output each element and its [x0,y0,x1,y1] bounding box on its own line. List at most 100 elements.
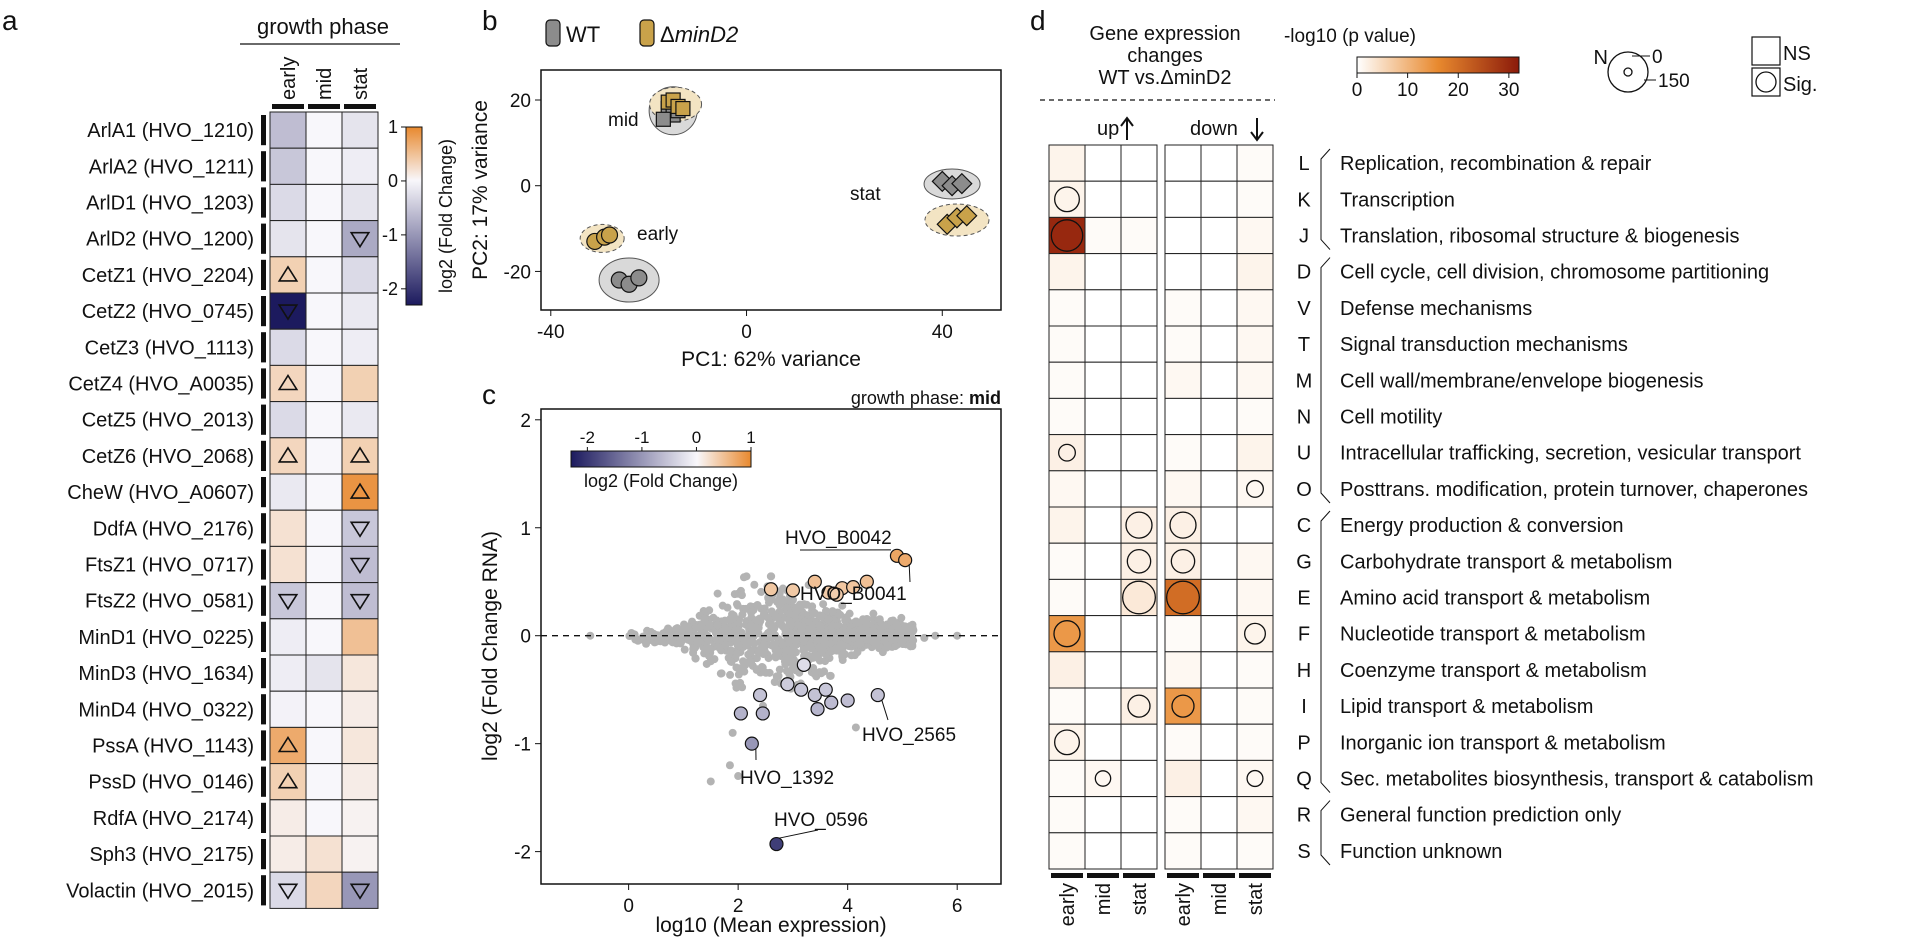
labeled-point [769,836,784,852]
down-triangle-icon [277,593,299,611]
significant-point [810,702,825,717]
pvalue-cell [1200,832,1238,870]
heatmap-cell [305,256,343,294]
x-tick-label: 40 [932,322,953,343]
pvalue-cell [1200,144,1238,182]
arrow-up-icon [1120,116,1134,140]
heatmap-cell [341,220,379,258]
background-point [887,616,896,625]
category-name: Replication, recombination & repair [1340,153,1652,175]
pvalue-cell [1120,651,1158,689]
gene-label: Volactin (HVO_2015) [66,880,254,902]
heatmap-cell [269,763,307,801]
background-point [684,625,693,634]
background-point [765,668,774,677]
background-point [760,640,769,649]
category-name: Inorganic ion transport & metabolism [1340,732,1666,754]
pvalue-cell [1120,687,1158,725]
colorbar-a [405,126,423,306]
legend-wt-swatch [545,19,561,47]
background-point [800,651,809,660]
annotation-leader [908,564,911,583]
background-point [757,587,766,596]
gene-bar [261,223,266,254]
pvalue-cell [1200,397,1238,436]
heatmap-cell [341,835,379,873]
pvalue-cell [1084,578,1122,617]
heatmap-cell [341,509,379,547]
pvalue-cell [1084,832,1122,870]
legend-mutant-label: ΔminD2 [660,22,738,47]
background-point [856,625,865,634]
background-point [836,610,845,619]
background-point [759,648,768,657]
phase-bar-stat [1239,873,1271,878]
pvalue-cell [1164,832,1202,870]
gene-bar [261,115,266,146]
heatmap-cell [341,799,379,837]
background-point [735,641,744,650]
down-triangle-icon [349,231,371,249]
pvalue-cell [1120,578,1158,617]
phase-label-stat: stat [1129,883,1151,916]
background-point [700,614,709,623]
significance-circle [1125,511,1153,539]
up-triangle-icon [349,482,371,499]
background-point [726,657,735,666]
background-point [791,666,800,675]
annotation-leader [881,699,889,721]
background-point [838,601,847,610]
significant-point [818,682,833,697]
annotation-leader [779,829,819,839]
pvalue-cell [1120,506,1158,544]
category-name: General function prediction only [1340,805,1621,827]
background-point [909,636,918,645]
background-point [891,642,900,651]
pvalue-cell [1200,759,1238,798]
background-point [878,648,887,657]
phase-label-early: early [278,57,300,100]
background-point [672,624,681,633]
heatmap-cell [341,654,379,692]
phase-label-mid: mid [314,68,336,100]
background-point [731,635,740,644]
significant-point [846,580,861,595]
sig-legend-box [1751,67,1781,97]
gene-label: FtsZ2 (HVO_0581) [85,591,254,613]
pvalue-cell [1120,723,1158,761]
category-name: Nucleotide transport & metabolism [1340,624,1646,646]
gene-bar [261,730,266,761]
background-point [734,670,743,679]
category-code: U [1297,443,1311,465]
heatmap-cell [341,473,379,511]
x-tick-label: -40 [537,322,564,343]
category-bracket [1320,257,1331,504]
background-point [810,609,819,618]
background-point [855,636,864,645]
background-point [726,670,735,679]
pvalue-cell [1164,615,1202,653]
pvalue-cell [1120,759,1158,798]
phase-bar-stat [344,104,376,109]
pvalue-cell [1164,578,1202,617]
colorbar-tick-label: -2 [382,279,398,299]
pvalue-cell [1048,759,1086,798]
colorbar-c-label: log2 (Fold Change) [584,471,738,491]
background-point [775,616,784,625]
background-point [821,607,830,616]
gene-annotation: HVO_0596 [774,810,868,831]
background-point [897,637,906,646]
pvalue-cell [1236,434,1274,472]
background-point [796,602,805,611]
background-point [781,625,790,634]
phase-bar-mid [1087,873,1119,878]
panel-c-label: c [482,379,496,410]
background-point [665,631,674,640]
pvalue-cell [1200,470,1238,508]
pvalue-cell [1084,397,1122,436]
pvalue-cell [1164,687,1202,725]
background-point [845,633,854,642]
pvalue-cell [1236,651,1274,689]
pca-point [951,172,973,195]
